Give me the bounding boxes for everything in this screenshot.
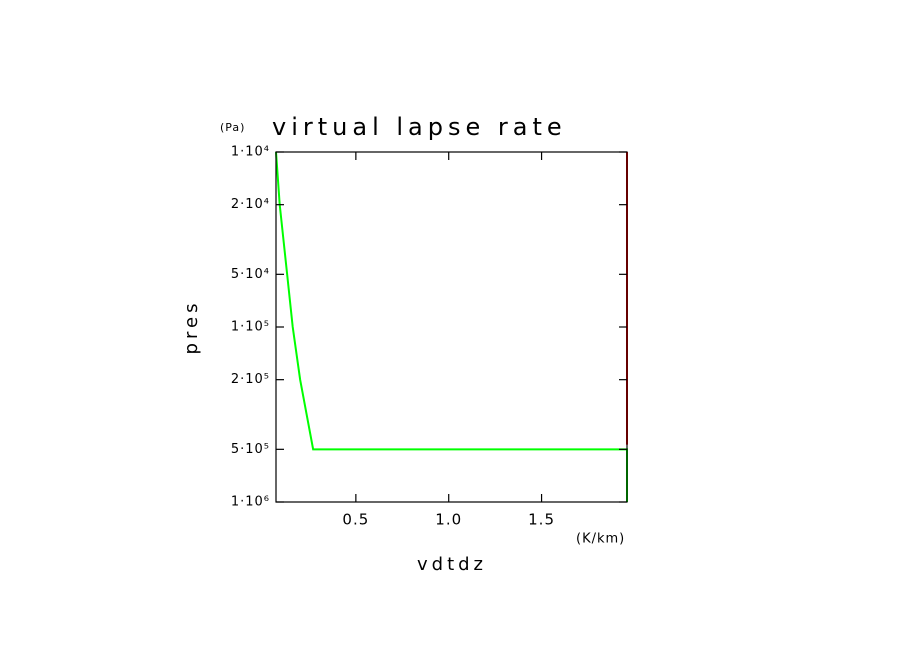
y-unit: (Pa) [220, 121, 245, 134]
y-tick-label: 5·10⁴ [231, 267, 270, 282]
x-tick-label: 0.5 [342, 511, 369, 529]
x-tick-label: 1.5 [528, 511, 555, 529]
x-unit: (K/km) [576, 532, 625, 547]
x-tick-label: 1.0 [435, 511, 462, 529]
y-tick-label: 2·10⁴ [231, 197, 270, 212]
y-tick-label: 1·10⁵ [231, 320, 270, 335]
data-line [275, 151, 628, 502]
y-axis-label: pres [181, 300, 202, 355]
chart-title: virtual lapse rate [272, 113, 567, 141]
y-tick-label: 5·10⁵ [231, 442, 270, 457]
y-tick-label: 2·10⁵ [231, 372, 270, 387]
y-tick-label: 1·10⁶ [231, 495, 270, 510]
y-tick-label: 1·10⁴ [231, 145, 270, 160]
x-axis-label: vdtdz [417, 554, 487, 575]
